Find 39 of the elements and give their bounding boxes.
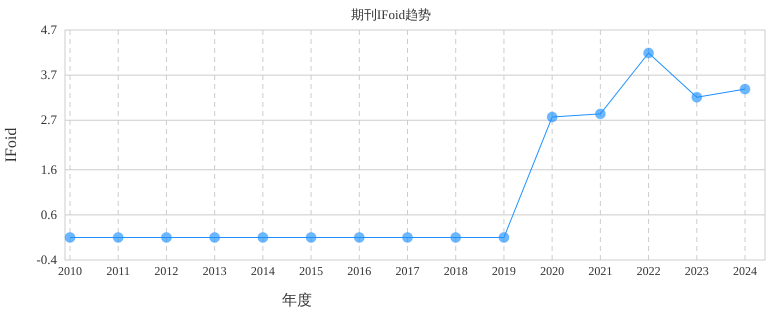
point bbox=[64, 232, 76, 243]
point bbox=[740, 84, 750, 95]
y-tick-label: 4.7 bbox=[40, 22, 58, 37]
point bbox=[402, 232, 413, 243]
point bbox=[643, 48, 654, 58]
x-axis-title: 年度 bbox=[282, 292, 312, 309]
x-tick-label: 2010 bbox=[58, 264, 82, 278]
x-tick-label: 2013 bbox=[202, 264, 227, 278]
y-tick-label: 1.6 bbox=[40, 162, 58, 177]
x-tick-label: 2020 bbox=[540, 264, 564, 278]
point bbox=[306, 232, 317, 243]
x-tick-label: 2016 bbox=[347, 264, 372, 278]
y-axis-title: IFoid bbox=[3, 128, 20, 162]
y-tick-label: 2.7 bbox=[40, 112, 58, 128]
point bbox=[209, 232, 220, 243]
point bbox=[112, 232, 124, 243]
x-tick-label: 2017 bbox=[396, 264, 420, 278]
point bbox=[691, 92, 702, 103]
x-tick-label: 2022 bbox=[636, 264, 661, 278]
x-tick-label: 2015 bbox=[299, 264, 324, 278]
point bbox=[498, 232, 510, 243]
x-tick-label: 2011 bbox=[106, 264, 130, 278]
y-tick-label: -0.4 bbox=[36, 252, 58, 267]
point bbox=[594, 108, 606, 120]
chart-title: 期刊IFoid趋势 bbox=[350, 7, 432, 22]
point bbox=[450, 232, 462, 243]
point bbox=[160, 232, 172, 243]
x-tick-label: 2012 bbox=[154, 264, 178, 278]
x-tick-label: 2018 bbox=[444, 264, 468, 278]
x-tick-label: 2014 bbox=[250, 264, 275, 278]
x-tick-label: 2024 bbox=[733, 264, 757, 278]
point bbox=[546, 112, 558, 123]
y-tick-label: 3.7 bbox=[40, 67, 58, 82]
y-tick-label: 0.6 bbox=[40, 206, 58, 222]
x-tick-label: 2019 bbox=[492, 264, 516, 278]
x-tick-label: 2021 bbox=[588, 264, 612, 278]
x-tick-label: 2023 bbox=[684, 264, 709, 278]
point bbox=[257, 232, 268, 243]
point bbox=[354, 232, 365, 243]
